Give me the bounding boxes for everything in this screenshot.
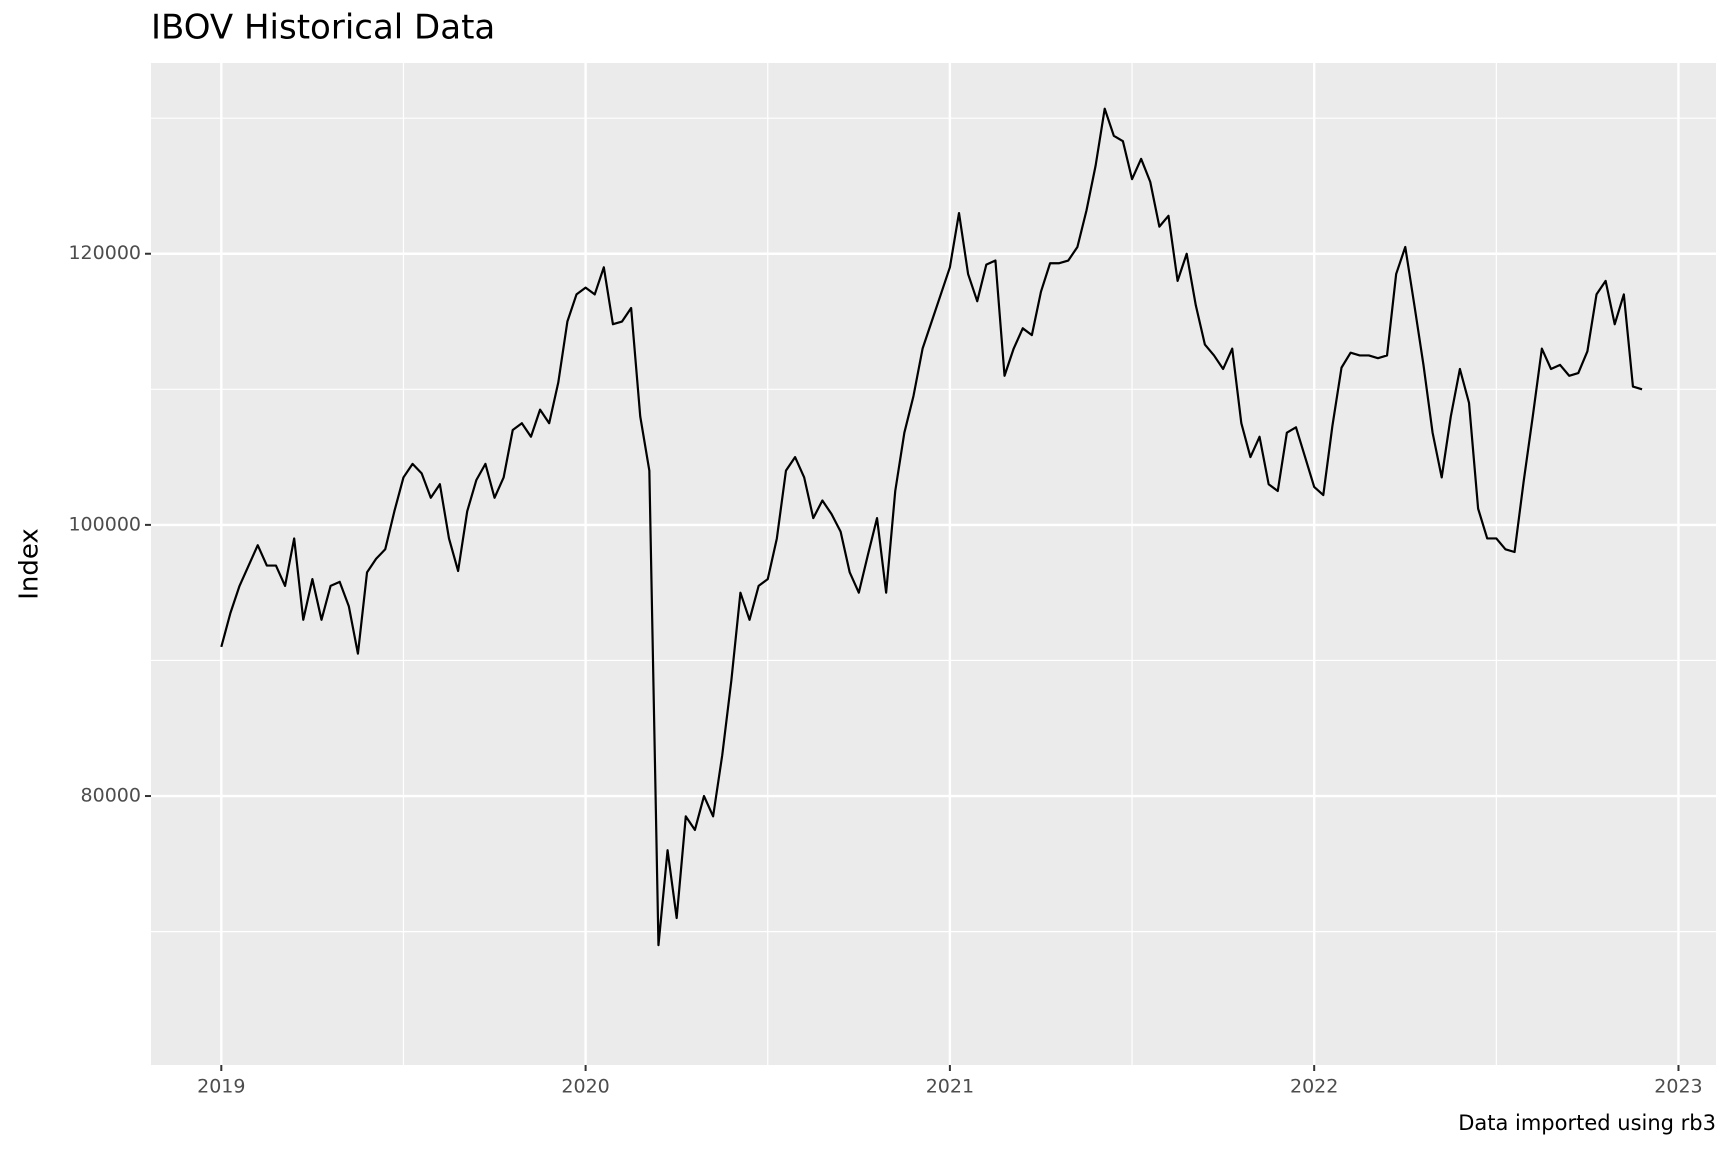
line: [220, 107, 1643, 947]
y-tick-label: 80000: [81, 785, 141, 807]
y-tick-label: 100000: [68, 513, 141, 535]
x-tick-label: 2022: [1290, 1076, 1338, 1098]
x-tick-label: 2021: [926, 1076, 974, 1098]
y-tick-label: 120000: [68, 242, 141, 264]
panel: [151, 63, 1716, 1065]
y-axis-label: Index: [15, 528, 45, 600]
chart-title: IBOV Historical Data: [151, 8, 495, 48]
x-tick-label: 2023: [1654, 1076, 1702, 1098]
caption: Data imported using rb3: [1458, 1111, 1716, 1135]
x-tick-label: 2019: [197, 1076, 245, 1098]
x-tick-label: 2020: [561, 1076, 609, 1098]
